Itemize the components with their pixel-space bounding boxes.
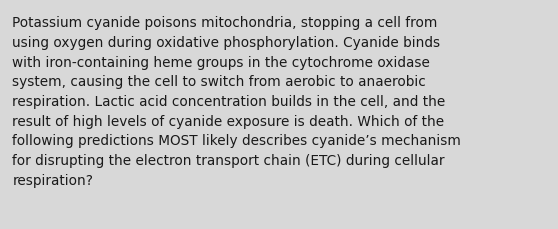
Text: Potassium cyanide poisons mitochondria, stopping a cell from
using oxygen during: Potassium cyanide poisons mitochondria, … xyxy=(12,16,461,187)
